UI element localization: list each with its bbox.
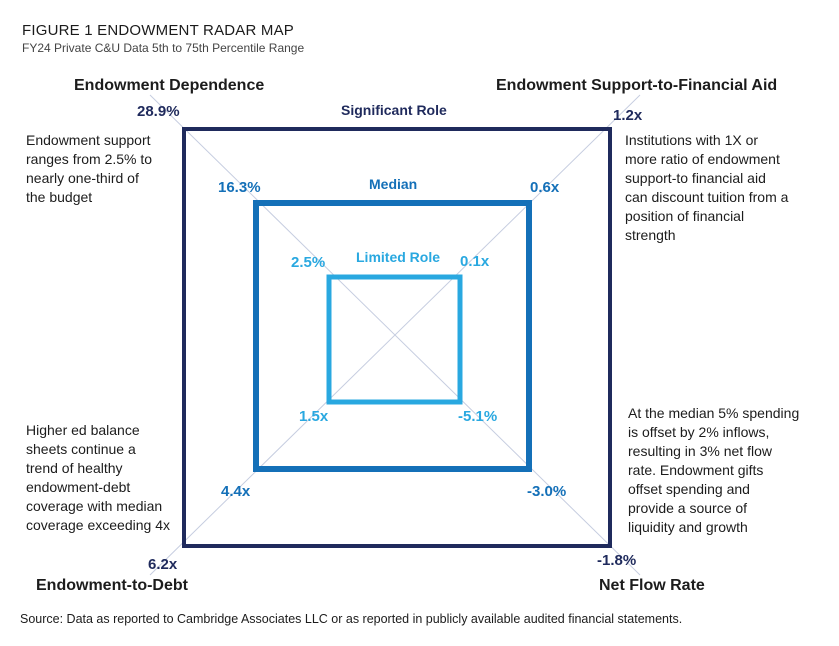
- annotation-top-left: Endowment support ranges from 2.5% to ne…: [26, 131, 152, 207]
- value-label: 28.9%: [137, 103, 180, 120]
- axis-label-net-flow-rate: Net Flow Rate: [599, 577, 705, 594]
- annotation-line: resulting in 3% net flow: [628, 443, 772, 459]
- value-label: -1.8%: [597, 552, 637, 569]
- annotation-line: At the median 5% spending: [628, 405, 800, 421]
- significant-role-label: Significant Role: [341, 102, 447, 118]
- annotation-line: Higher ed balance: [26, 422, 140, 438]
- axis-label-endowment-to-debt: Endowment-to-Debt: [36, 577, 188, 594]
- annotation-line: support-to financial aid: [625, 170, 766, 186]
- figure-subtitle: FY24 Private C&U Data 5th to 75th Percen…: [22, 41, 305, 55]
- limited-role-square: [326, 274, 463, 405]
- value-label: 16.3%: [218, 179, 261, 196]
- value-label: 4.4x: [221, 483, 251, 500]
- annotation-bottom-left: Higher ed balance sheets continue a tren…: [26, 421, 170, 535]
- annotation-line: can discount tuition from a: [625, 189, 789, 205]
- value-label: 2.5%: [291, 254, 326, 271]
- annotation-line: coverage with median: [26, 498, 163, 514]
- value-label: 1.2x: [613, 107, 643, 124]
- annotation-line: provide a source of: [628, 500, 748, 516]
- annotation-line: strength: [625, 227, 676, 243]
- annotation-line: rate. Endowment gifts: [628, 462, 764, 478]
- annotation-line: trend of healthy: [26, 460, 123, 476]
- annotation-bottom-right: At the median 5% spending is offset by 2…: [628, 404, 799, 537]
- significant-role-square: [182, 127, 612, 548]
- annotation-line: ranges from 2.5% to: [26, 151, 153, 167]
- annotation-line: Endowment support: [26, 132, 151, 148]
- value-label: 1.5x: [299, 408, 329, 425]
- annotation-line: sheets continue a: [26, 441, 136, 457]
- annotation-line: nearly one-third of: [26, 170, 139, 186]
- annotation-line: endowment-debt: [26, 479, 131, 495]
- value-label: 6.2x: [148, 556, 178, 573]
- median-square: [253, 200, 532, 472]
- annotation-line: liquidity and growth: [628, 519, 748, 535]
- figure-title: FIGURE 1 ENDOWMENT RADAR MAP: [22, 22, 295, 39]
- annotation-line: coverage exceeding 4x: [26, 517, 170, 533]
- axis-label-support-to-aid: Endowment Support-to-Financial Aid: [496, 77, 778, 94]
- value-label: 0.6x: [530, 179, 560, 196]
- annotation-top-right: Institutions with 1X or more ratio of en…: [625, 131, 788, 245]
- annotation-line: more ratio of endowment: [625, 151, 780, 167]
- source-note: Source: Data as reported to Cambridge As…: [20, 612, 683, 626]
- annotation-line: is offset by 2% inflows,: [628, 424, 770, 440]
- axis-label-endowment-dependence: Endowment Dependence: [74, 77, 265, 94]
- median-label: Median: [369, 176, 418, 192]
- value-label: -5.1%: [458, 408, 498, 425]
- limited-role-label: Limited Role: [356, 249, 441, 265]
- value-label: 0.1x: [460, 253, 490, 270]
- annotation-line: offset spending and: [628, 481, 750, 497]
- diagonal-line: [149, 94, 641, 576]
- value-label: -3.0%: [527, 483, 567, 500]
- annotation-line: Institutions with 1X or: [625, 132, 759, 148]
- annotation-line: the budget: [26, 189, 93, 205]
- annotation-line: position of financial: [625, 208, 745, 224]
